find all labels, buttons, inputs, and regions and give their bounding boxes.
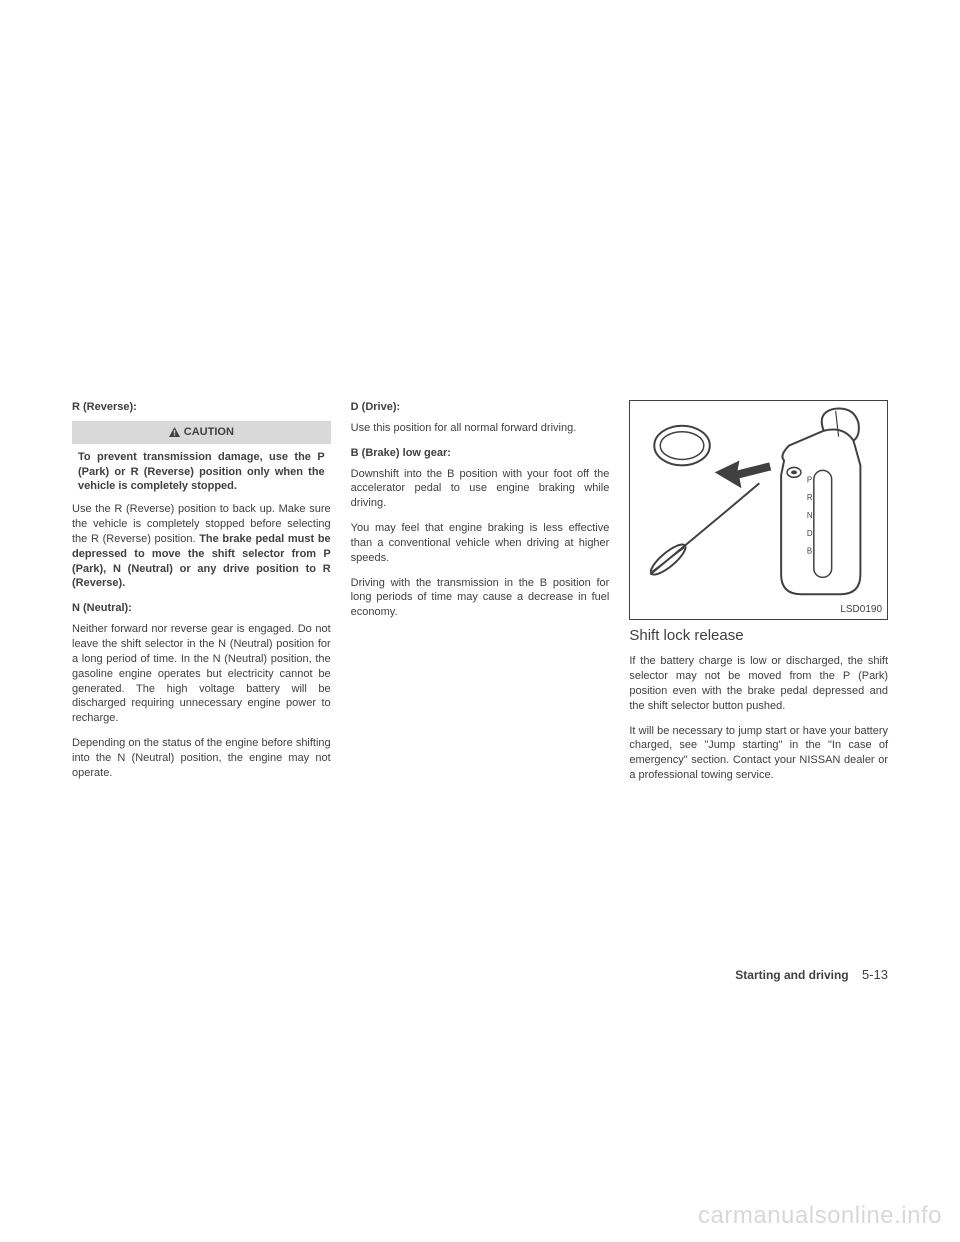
b-brake-para1: Downshift into the B position with your …: [351, 467, 610, 512]
figure-code: LSD0190: [840, 603, 882, 617]
caution-header: CAUTION: [72, 421, 331, 444]
svg-text:P: P: [807, 475, 812, 484]
column-2: D (Drive): Use this position for all nor…: [351, 400, 610, 793]
svg-text:N: N: [807, 511, 813, 520]
footer-page-number: 5-13: [862, 967, 888, 982]
svg-text:R: R: [807, 493, 813, 502]
svg-text:B: B: [807, 547, 812, 556]
shift-lock-para2: It will be necessary to jump start or ha…: [629, 724, 888, 783]
shift-lock-illustration: P R N D B: [630, 401, 887, 619]
shift-lock-figure: P R N D B LSD0190: [629, 400, 888, 620]
warning-icon: [169, 427, 180, 437]
shift-lock-heading: Shift lock release: [629, 626, 888, 646]
column-3: P R N D B LSD0190 Shift lock release If …: [629, 400, 888, 793]
b-brake-para3: Driving with the transmission in the B p…: [351, 576, 610, 621]
page-content: R (Reverse): CAUTION To prevent transmis…: [72, 400, 888, 793]
watermark: carmanualsonline.info: [698, 1202, 942, 1230]
d-drive-heading: D (Drive):: [351, 400, 610, 415]
column-1: R (Reverse): CAUTION To prevent transmis…: [72, 400, 331, 793]
page-footer: Starting and driving 5-13: [735, 967, 888, 982]
r-reverse-paragraph: Use the R (Reverse) position to back up.…: [72, 502, 331, 591]
b-brake-heading: B (Brake) low gear:: [351, 446, 610, 461]
caution-label: CAUTION: [184, 426, 234, 438]
caution-text: To prevent transmission damage, use the …: [72, 446, 331, 503]
d-drive-para: Use this position for all normal forward…: [351, 421, 610, 436]
shift-lock-para1: If the battery charge is low or discharg…: [629, 654, 888, 713]
r-reverse-heading: R (Reverse):: [72, 400, 331, 415]
svg-text:D: D: [807, 529, 813, 538]
n-neutral-heading: N (Neutral):: [72, 601, 331, 616]
n-neutral-para1: Neither forward nor reverse gear is enga…: [72, 622, 331, 726]
n-neutral-para2: Depending on the status of the engine be…: [72, 736, 331, 781]
footer-section: Starting and driving: [735, 968, 848, 982]
b-brake-para2: You may feel that engine braking is less…: [351, 521, 610, 566]
